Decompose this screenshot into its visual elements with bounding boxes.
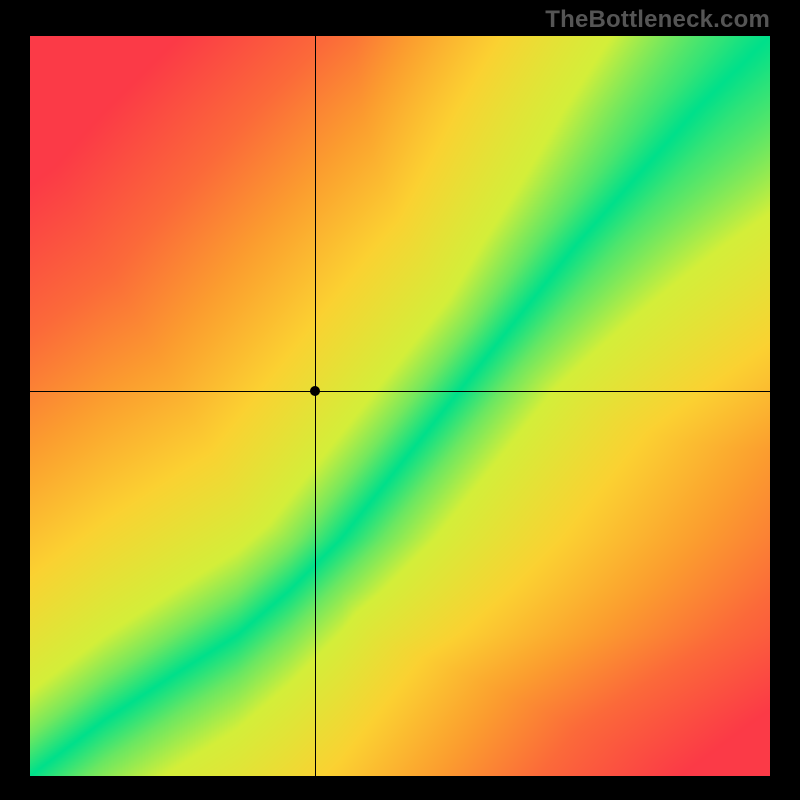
crosshair-vertical [315,36,316,776]
chart-container: TheBottleneck.com [0,0,800,800]
watermark-text: TheBottleneck.com [545,6,770,34]
heatmap-canvas [30,36,770,776]
heatmap-plot [30,36,770,776]
crosshair-marker [310,386,320,396]
crosshair-horizontal [30,391,770,392]
